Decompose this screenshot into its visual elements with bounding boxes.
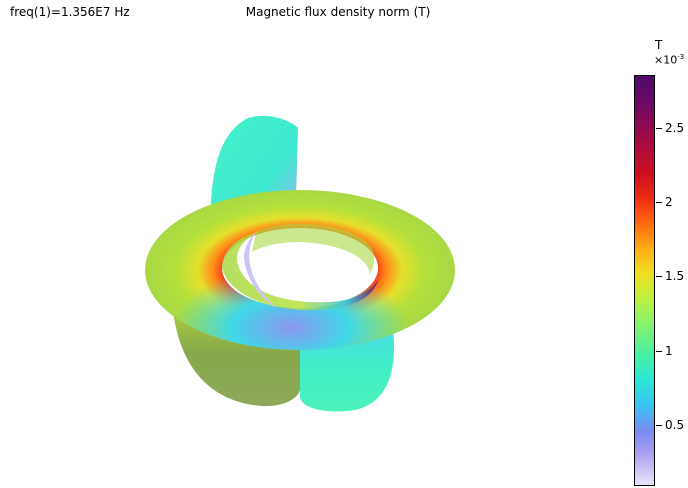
- lower-right-lobe: [300, 300, 395, 412]
- colorbar-tick: [656, 276, 662, 277]
- colorbar-unit: T: [655, 38, 663, 52]
- frequency-label: freq(1)=1.356E7 Hz: [10, 5, 130, 19]
- upper-lobe-front: [244, 232, 276, 308]
- colorbar-tick: [656, 351, 662, 352]
- colorbar-tick-label: 1: [665, 344, 673, 358]
- colorbar-tick: [656, 128, 662, 129]
- colorbar-tick-label: 0.5: [665, 418, 685, 432]
- colorbar-tick-label: 2: [665, 195, 673, 209]
- colorbar-tick: [656, 202, 662, 203]
- plot-title: Magnetic flux density norm (T): [245, 5, 431, 19]
- colorbar-tick-label: 1.5: [665, 269, 685, 283]
- colorbar-tick-label: 2.5: [665, 121, 685, 135]
- colorbar-tick: [656, 425, 662, 426]
- colorbar-multiplier: ×10-3: [654, 53, 685, 67]
- colorbar: [634, 75, 655, 486]
- inner-back-wall: [252, 224, 375, 274]
